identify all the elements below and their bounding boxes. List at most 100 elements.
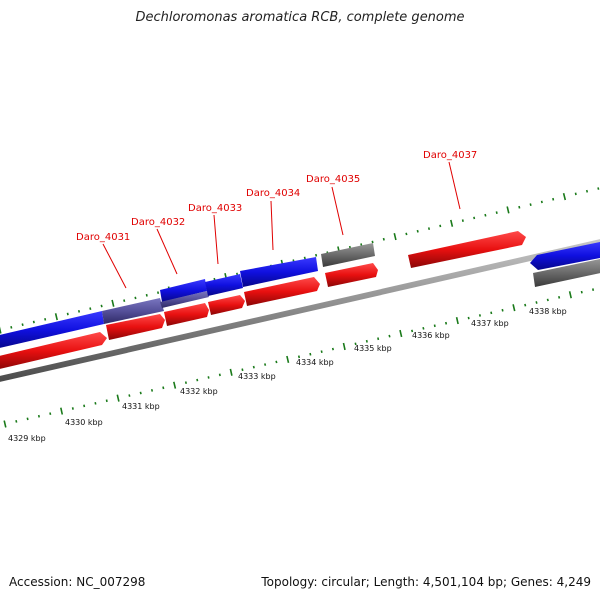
- major-tick: [173, 381, 177, 389]
- gene-arrow-daro-4032-a[interactable]: [160, 279, 207, 302]
- major-tick: [568, 291, 572, 299]
- gene-arrow-daro-4033[interactable]: [205, 274, 243, 296]
- major-tick: [506, 206, 510, 214]
- minor-tick: [422, 326, 425, 330]
- minor-tick: [275, 360, 278, 364]
- minor-tick: [21, 323, 24, 327]
- minor-tick: [241, 368, 244, 372]
- kbp-label-4332: 4332 kbp: [180, 387, 218, 396]
- gene-arrow-daro-4032-b[interactable]: [160, 291, 209, 308]
- minor-tick: [546, 298, 549, 302]
- major-tick: [450, 219, 454, 227]
- gene-labels: Daro_4031 Daro_4032 Daro_4033 Daro_4034 …: [76, 150, 477, 243]
- minor-tick: [145, 293, 148, 297]
- minor-tick: [382, 237, 385, 241]
- minor-tick: [574, 192, 577, 196]
- minor-tick: [467, 316, 470, 320]
- major-tick: [286, 355, 290, 363]
- kbp-label-4337: 4337 kbp: [471, 319, 509, 328]
- major-tick: [393, 233, 397, 241]
- major-tick: [455, 317, 459, 325]
- minor-tick: [592, 288, 595, 291]
- gene-label-daro-4034[interactable]: Daro_4034: [246, 188, 300, 199]
- minor-tick: [37, 414, 40, 418]
- minor-tick: [309, 352, 312, 356]
- minor-tick: [535, 301, 538, 304]
- minor-tick: [150, 389, 154, 392]
- minor-tick: [196, 378, 199, 382]
- minor-tick: [105, 399, 108, 403]
- reverse-strand-track: [0, 241, 600, 349]
- kbp-label-4329: 4329 kbp: [8, 434, 46, 443]
- minor-tick: [157, 291, 160, 294]
- gene-label-leaders: [102, 161, 461, 289]
- kbp-label-4330: 4330 kbp: [65, 418, 103, 427]
- minor-tick: [66, 312, 69, 316]
- minor-tick: [365, 339, 368, 343]
- minor-tick: [44, 318, 47, 321]
- minor-tick: [371, 240, 374, 244]
- kbp-label-4335: 4335 kbp: [354, 344, 392, 353]
- minor-tick: [433, 324, 436, 328]
- genome-summary-label: Topology: circular; Length: 4,501,104 bp…: [261, 575, 591, 589]
- gene-arrow-daro-4034[interactable]: [240, 257, 318, 287]
- gene-arrow-forward-daro-4034[interactable]: [244, 277, 320, 306]
- minor-tick: [558, 295, 561, 299]
- gene-arrow-selected-daro-4031[interactable]: [102, 298, 164, 324]
- minor-tick: [518, 205, 521, 209]
- minor-tick: [597, 187, 600, 190]
- minor-tick: [501, 308, 504, 312]
- minor-tick: [77, 309, 81, 313]
- kbp-label-4333: 4333 kbp: [238, 372, 276, 381]
- minor-tick: [388, 334, 391, 338]
- minor-tick: [315, 253, 318, 257]
- minor-tick: [529, 203, 532, 206]
- minor-tick: [303, 256, 306, 260]
- major-tick: [60, 407, 64, 415]
- kbp-label-4331: 4331 kbp: [122, 402, 160, 411]
- major-tick: [54, 313, 58, 321]
- gene-arrow-reverse-1[interactable]: [0, 311, 104, 349]
- gene-arrow-reverse-right[interactable]: [530, 241, 600, 270]
- gene-arrow-forward-daro-4033[interactable]: [208, 295, 245, 315]
- minor-tick: [26, 417, 29, 421]
- minor-tick: [32, 320, 35, 324]
- minor-tick: [331, 347, 334, 351]
- major-tick: [342, 342, 346, 351]
- gene-arrow-forward-daro-4032[interactable]: [164, 303, 209, 326]
- minor-tick: [320, 350, 323, 353]
- minor-tick: [207, 376, 210, 379]
- major-tick: [111, 299, 115, 307]
- gene-arrow-forward-1[interactable]: [0, 332, 107, 370]
- gene-label-daro-4031[interactable]: Daro_4031: [76, 232, 130, 243]
- gene-arrow-forward-daro-4031[interactable]: [106, 314, 165, 340]
- minor-tick: [134, 296, 137, 300]
- gene-arrow-daro-4037[interactable]: [408, 231, 526, 268]
- gene-label-daro-4037[interactable]: Daro_4037: [423, 150, 477, 161]
- minor-tick: [184, 381, 187, 384]
- minor-tick: [100, 304, 103, 308]
- gene-arrow-forward-daro-4035[interactable]: [325, 263, 378, 287]
- minor-tick: [89, 307, 92, 311]
- major-tick: [512, 304, 516, 312]
- minor-tick: [540, 200, 543, 204]
- gene-arrow-gray-right[interactable]: [533, 258, 600, 287]
- major-tick: [3, 420, 7, 428]
- major-tick: [116, 394, 120, 402]
- gene-label-daro-4033[interactable]: Daro_4033: [188, 203, 242, 214]
- gene-label-daro-4035[interactable]: Daro_4035: [306, 174, 360, 185]
- genome-backbone: [0, 239, 600, 382]
- minor-tick: [552, 197, 555, 201]
- minor-tick: [461, 219, 464, 222]
- major-tick: [562, 193, 567, 201]
- minor-tick: [128, 394, 131, 397]
- minor-tick: [439, 224, 442, 228]
- gene-label-daro-4032[interactable]: Daro_4032: [131, 217, 185, 228]
- gene-arrow-daro-4035[interactable]: [321, 243, 375, 267]
- minor-tick: [445, 321, 448, 325]
- minor-tick: [405, 232, 408, 236]
- minor-tick: [123, 299, 126, 303]
- minor-tick: [484, 213, 487, 217]
- minor-tick: [15, 420, 18, 423]
